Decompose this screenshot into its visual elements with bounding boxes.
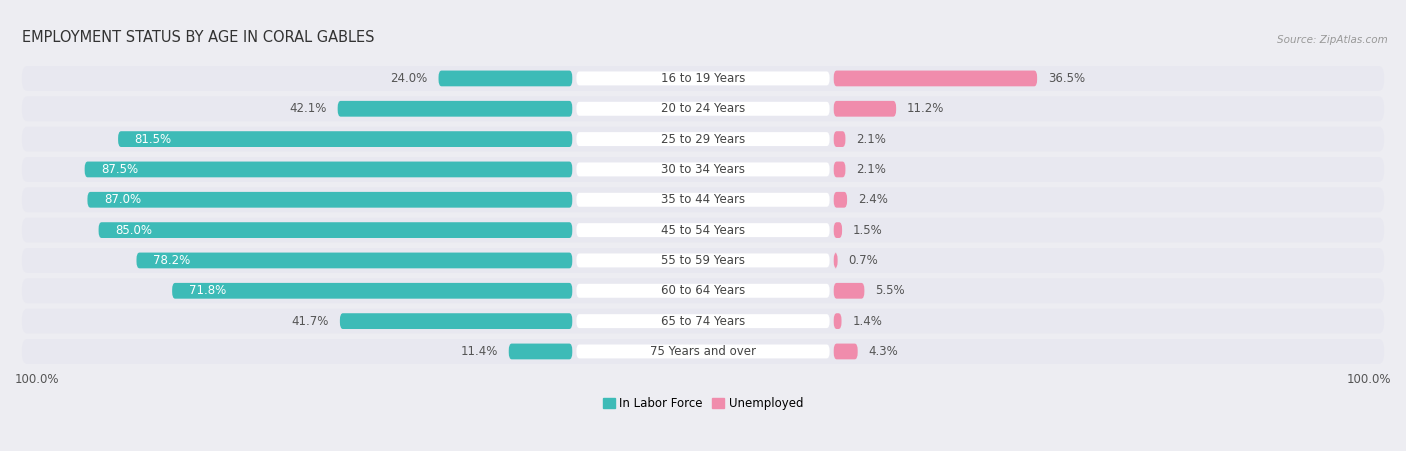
Text: 36.5%: 36.5%: [1047, 72, 1085, 85]
FancyBboxPatch shape: [136, 253, 572, 268]
Text: 5.5%: 5.5%: [876, 284, 905, 297]
FancyBboxPatch shape: [439, 70, 572, 86]
Text: 4.3%: 4.3%: [869, 345, 898, 358]
FancyBboxPatch shape: [576, 223, 830, 237]
Text: 20 to 24 Years: 20 to 24 Years: [661, 102, 745, 115]
Text: 16 to 19 Years: 16 to 19 Years: [661, 72, 745, 85]
Text: 42.1%: 42.1%: [290, 102, 326, 115]
Text: EMPLOYMENT STATUS BY AGE IN CORAL GABLES: EMPLOYMENT STATUS BY AGE IN CORAL GABLES: [22, 29, 374, 45]
FancyBboxPatch shape: [834, 344, 858, 359]
Text: 1.4%: 1.4%: [852, 315, 883, 327]
Text: 55 to 59 Years: 55 to 59 Years: [661, 254, 745, 267]
FancyBboxPatch shape: [22, 66, 1384, 91]
Text: 11.2%: 11.2%: [907, 102, 945, 115]
FancyBboxPatch shape: [834, 313, 842, 329]
Text: 85.0%: 85.0%: [115, 224, 152, 237]
FancyBboxPatch shape: [22, 248, 1384, 273]
Text: 24.0%: 24.0%: [391, 72, 427, 85]
FancyBboxPatch shape: [22, 278, 1384, 303]
FancyBboxPatch shape: [834, 192, 846, 207]
Text: 35 to 44 Years: 35 to 44 Years: [661, 193, 745, 206]
Text: 81.5%: 81.5%: [135, 133, 172, 146]
FancyBboxPatch shape: [834, 131, 845, 147]
FancyBboxPatch shape: [576, 102, 830, 116]
FancyBboxPatch shape: [834, 222, 842, 238]
FancyBboxPatch shape: [22, 187, 1384, 212]
FancyBboxPatch shape: [22, 97, 1384, 121]
Text: 2.4%: 2.4%: [858, 193, 889, 206]
FancyBboxPatch shape: [576, 193, 830, 207]
FancyBboxPatch shape: [22, 218, 1384, 243]
FancyBboxPatch shape: [98, 222, 572, 238]
FancyBboxPatch shape: [576, 284, 830, 298]
FancyBboxPatch shape: [87, 192, 572, 207]
Text: 78.2%: 78.2%: [153, 254, 190, 267]
FancyBboxPatch shape: [576, 132, 830, 146]
Text: 87.5%: 87.5%: [101, 163, 138, 176]
FancyBboxPatch shape: [172, 283, 572, 299]
FancyBboxPatch shape: [576, 162, 830, 176]
FancyBboxPatch shape: [576, 71, 830, 85]
FancyBboxPatch shape: [834, 161, 845, 177]
Text: 41.7%: 41.7%: [291, 315, 329, 327]
Text: 71.8%: 71.8%: [188, 284, 226, 297]
FancyBboxPatch shape: [340, 313, 572, 329]
Text: 75 Years and over: 75 Years and over: [650, 345, 756, 358]
Text: 100.0%: 100.0%: [1347, 373, 1391, 387]
Text: Source: ZipAtlas.com: Source: ZipAtlas.com: [1278, 35, 1388, 45]
FancyBboxPatch shape: [834, 70, 1038, 86]
Text: 45 to 54 Years: 45 to 54 Years: [661, 224, 745, 237]
Text: 11.4%: 11.4%: [460, 345, 498, 358]
Text: 1.5%: 1.5%: [853, 224, 883, 237]
FancyBboxPatch shape: [576, 253, 830, 267]
FancyBboxPatch shape: [576, 345, 830, 359]
Text: 87.0%: 87.0%: [104, 193, 141, 206]
FancyBboxPatch shape: [118, 131, 572, 147]
Text: 30 to 34 Years: 30 to 34 Years: [661, 163, 745, 176]
FancyBboxPatch shape: [576, 314, 830, 328]
FancyBboxPatch shape: [22, 127, 1384, 152]
Text: 100.0%: 100.0%: [15, 373, 59, 387]
FancyBboxPatch shape: [22, 157, 1384, 182]
FancyBboxPatch shape: [337, 101, 572, 117]
Text: 25 to 29 Years: 25 to 29 Years: [661, 133, 745, 146]
FancyBboxPatch shape: [834, 253, 838, 268]
FancyBboxPatch shape: [22, 339, 1384, 364]
Text: 0.7%: 0.7%: [849, 254, 879, 267]
FancyBboxPatch shape: [509, 344, 572, 359]
Text: 60 to 64 Years: 60 to 64 Years: [661, 284, 745, 297]
FancyBboxPatch shape: [22, 308, 1384, 334]
FancyBboxPatch shape: [834, 101, 896, 117]
FancyBboxPatch shape: [84, 161, 572, 177]
Text: 2.1%: 2.1%: [856, 133, 886, 146]
Text: 2.1%: 2.1%: [856, 163, 886, 176]
Legend: In Labor Force, Unemployed: In Labor Force, Unemployed: [603, 397, 803, 410]
Text: 65 to 74 Years: 65 to 74 Years: [661, 315, 745, 327]
FancyBboxPatch shape: [834, 283, 865, 299]
